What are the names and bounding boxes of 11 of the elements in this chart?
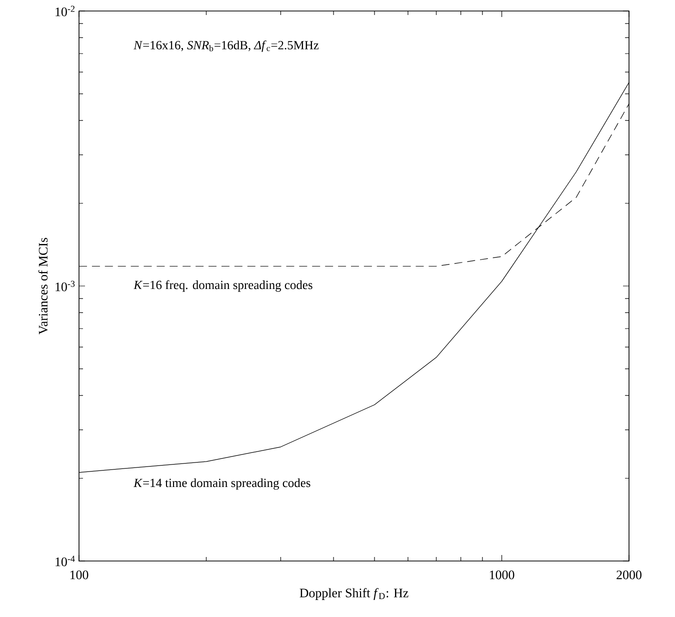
x-axis-title: Doppler Shift f$_{D}$: Hz [300,588,408,600]
annotation: N=16x16, SNR$_{b}$=16dB, Δf$_{c}$=2.5MHz [134,40,319,52]
y-tick-label: 10$^{-3}$ [56,280,75,292]
annotation: K=14 time domain spreading codes [134,478,310,490]
x-tick-label: 1000 [490,570,514,580]
y-tick-label: 10$^{-2}$ [56,6,74,16]
y-axis-title: Variances of MCIs [38,238,48,334]
x-tick-label: 2000 [616,570,642,580]
x-tick-label: 100 [70,570,88,580]
annotation: K=16 freq. domain spreading codes [134,280,312,292]
y-tick-label: 10$^{-4}$ [56,556,75,566]
